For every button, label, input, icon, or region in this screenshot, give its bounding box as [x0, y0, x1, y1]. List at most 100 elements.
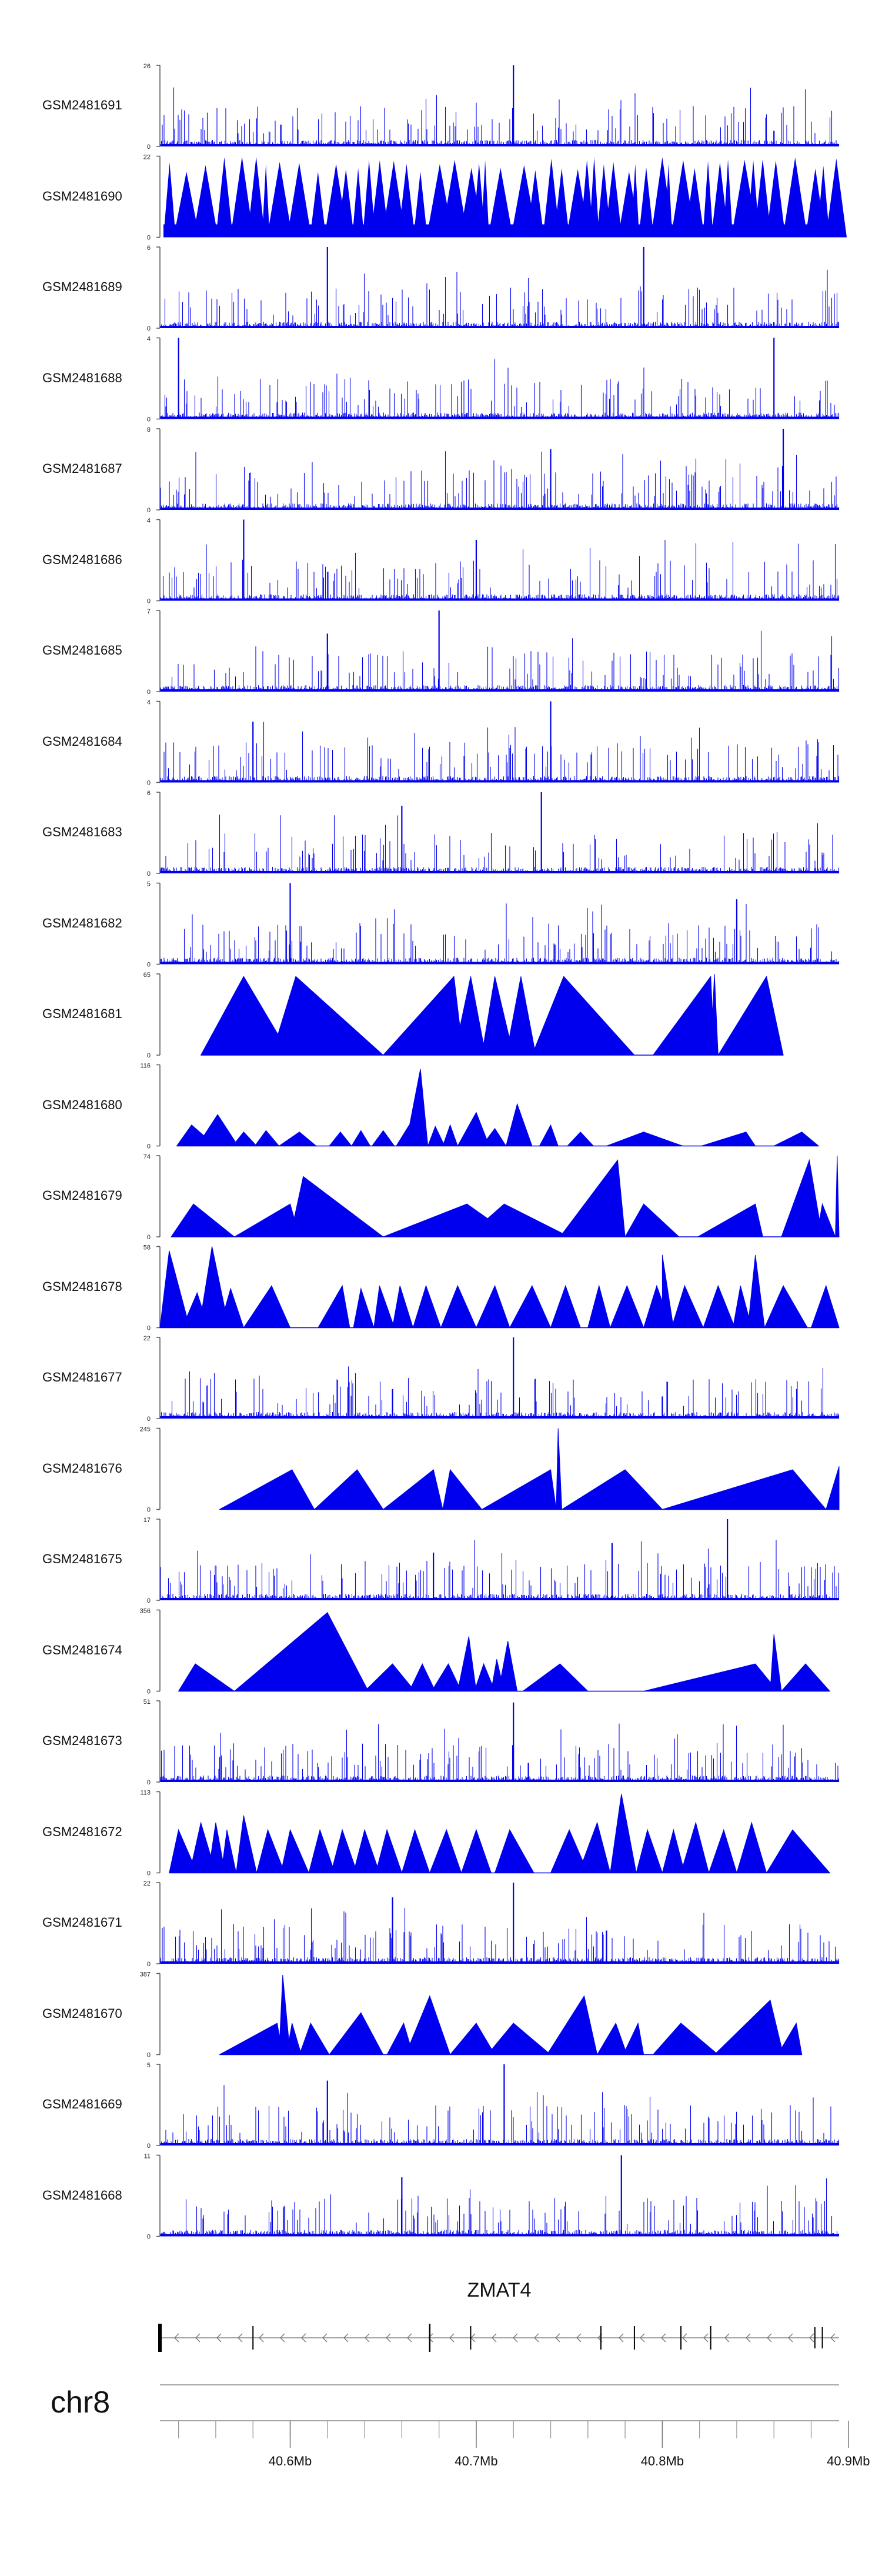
strand-arrow: [343, 2333, 349, 2343]
track-label: GSM2481670: [42, 2006, 122, 2021]
track-label: GSM2481669: [42, 2097, 122, 2111]
y-min-label: 0: [147, 962, 151, 969]
y-min-label: 0: [147, 2143, 151, 2150]
coverage-floor: [161, 1416, 838, 1419]
track-label: GSM2481672: [42, 1824, 122, 1839]
track-label: GSM2481680: [42, 1097, 122, 1112]
y-min-label: 0: [147, 1416, 151, 1423]
y-max-label: 113: [140, 1790, 151, 1797]
track-label: GSM2481687: [42, 461, 122, 476]
track-GSM2481685: 70: [147, 608, 840, 696]
coverage-bars: [160, 2178, 840, 2237]
strand-arrow: [449, 2333, 455, 2343]
y-max-label: 6: [147, 245, 151, 252]
track-GSM2481690: 22 0: [143, 154, 847, 242]
strand-arrow: [830, 2333, 836, 2343]
track-label: GSM2481684: [42, 733, 122, 749]
track-GSM2481684: 40: [147, 699, 840, 787]
y-min-label: 0: [147, 2234, 151, 2241]
coverage-bars: [160, 269, 840, 328]
strand-arrow: [386, 2333, 391, 2343]
track-GSM2481669: 50: [147, 2062, 840, 2150]
track-label: GSM2481674: [42, 1642, 122, 1657]
track-GSM2481672: 113 0: [140, 1790, 831, 1877]
coverage-bars: [160, 815, 840, 873]
coverage-area: [178, 1612, 831, 1691]
track-label: GSM2481678: [42, 1279, 122, 1294]
track-GSM2481687: 80: [147, 426, 840, 514]
gene-track: [158, 2324, 839, 2352]
coverage-floor: [161, 326, 838, 328]
chromosome-label: chr8: [51, 2385, 111, 2420]
track-GSM2481681: 65 0: [143, 972, 784, 1059]
track-GSM2481674: 356 0: [140, 1608, 831, 1696]
strand-arrow: [174, 2333, 179, 2343]
track-label: GSM2481673: [42, 1733, 122, 1748]
coverage-bars: [160, 2085, 840, 2145]
y-min-label: 0: [147, 1689, 151, 1696]
strand-arrow: [746, 2333, 751, 2343]
strand-arrow: [301, 2333, 306, 2343]
track-GSM2481689: 60: [147, 245, 840, 332]
y-max-label: 6: [147, 790, 151, 797]
track-label: GSM2481683: [42, 825, 122, 839]
y-max-label: 22: [143, 1335, 151, 1342]
coverage-bars: [160, 451, 840, 510]
y-min-label: 0: [147, 144, 151, 151]
y-max-label: 116: [140, 1063, 151, 1070]
x-tick-label: 40.6Mb: [269, 2454, 312, 2468]
y-max-label: 387: [140, 1971, 151, 1978]
coverage-area: [219, 1428, 840, 1510]
strand-arrow: [492, 2333, 497, 2343]
y-min-label: 0: [147, 1052, 151, 1059]
strand-arrow: [767, 2333, 772, 2343]
track-GSM2481668: 11 0: [144, 2153, 840, 2241]
track-GSM2481676: 245 0: [140, 1426, 840, 1514]
y-min-label: 0: [147, 1597, 151, 1604]
coverage-floor: [161, 1780, 838, 1782]
y-max-label: 65: [143, 972, 151, 979]
coverage-floor: [161, 416, 838, 419]
coverage-bars: [160, 1366, 840, 1419]
y-max-label: 58: [143, 1244, 151, 1252]
coverage-area: [159, 1246, 840, 1328]
strand-arrow: [534, 2333, 539, 2343]
track-GSM2481673: 51 0: [143, 1699, 840, 1786]
strand-arrow: [238, 2333, 243, 2343]
y-min-label: 0: [147, 235, 151, 242]
y-max-label: 4: [147, 518, 151, 525]
strand-arrow: [809, 2333, 814, 2343]
y-min-label: 0: [147, 598, 151, 605]
coverage-bars: [160, 359, 840, 419]
track-label: GSM2481671: [42, 1915, 122, 1930]
track-GSM2481691: 26 0: [143, 63, 840, 151]
y-min-label: 0: [147, 416, 151, 423]
y-min-label: 0: [147, 1870, 151, 1877]
y-max-label: 4: [147, 699, 151, 706]
track-label: GSM2481676: [42, 1460, 122, 1476]
coverage-bars: [160, 1540, 840, 1600]
coverage-floor: [161, 871, 838, 873]
coverage-floor: [161, 780, 838, 783]
coverage-area: [163, 156, 847, 238]
strand-arrow: [322, 2333, 328, 2343]
y-min-label: 0: [147, 325, 151, 332]
strand-arrow: [640, 2333, 645, 2343]
track-label: GSM2481682: [42, 915, 122, 930]
y-max-label: 22: [143, 1880, 151, 1887]
y-max-label: 51: [143, 1699, 151, 1706]
x-tick-label: 40.8Mb: [641, 2454, 684, 2468]
track-GSM2481677: 22 0: [143, 1335, 840, 1423]
x-tick-label: 40.7Mb: [455, 2454, 497, 2468]
track-label: GSM2481679: [42, 1188, 122, 1203]
strand-arrow: [365, 2333, 370, 2343]
y-min-label: 0: [147, 1779, 151, 1786]
track-GSM2481670: 387 0: [140, 1971, 803, 2059]
track-label: GSM2481690: [42, 188, 122, 203]
track-label: GSM2481668: [42, 2187, 122, 2203]
y-min-label: 0: [147, 1961, 151, 1968]
coverage-floor: [161, 1961, 838, 1964]
coverage-floor: [161, 689, 838, 692]
track-GSM2481671: 22 0: [143, 1880, 840, 1968]
